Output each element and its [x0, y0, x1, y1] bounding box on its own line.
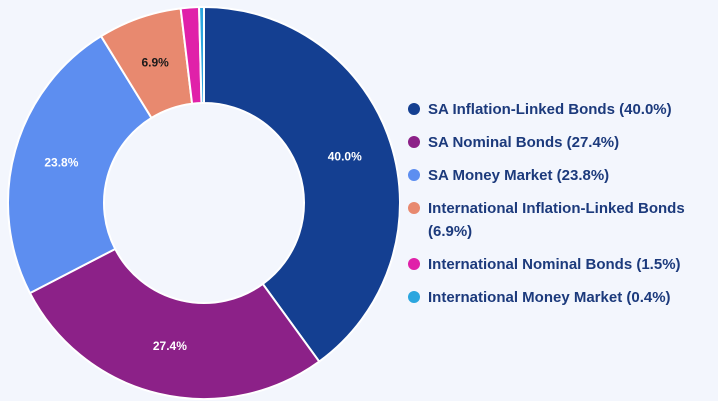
donut-slice [28, 247, 321, 400]
legend-item: International Nominal Bonds (1.5%) [408, 253, 708, 276]
donut-chart: 40.0% 27.4% 23.8% 6.9% [7, 5, 400, 400]
value-label: 27.4% [153, 339, 187, 353]
legend-dot [408, 202, 420, 214]
legend-dot [408, 169, 420, 181]
legend-item: SA Inflation-Linked Bonds (40.0%) [408, 98, 708, 121]
legend-dot [408, 103, 420, 115]
legend-label: International Nominal Bonds (1.5%) [428, 256, 681, 273]
legend-label: SA Inflation-Linked Bonds (40.0%) [428, 101, 672, 118]
donut-slice [203, 5, 400, 363]
legend-label: International Inflation-Linked Bonds (6.… [428, 200, 685, 240]
value-label: 23.8% [44, 156, 78, 170]
value-label: 40.0% [328, 149, 362, 163]
donut-slice [7, 34, 153, 295]
legend-item: International Inflation-Linked Bonds (6.… [408, 197, 708, 243]
legend: SA Inflation-Linked Bonds (40.0%) SA Nomi… [408, 98, 708, 309]
legend-dot [408, 258, 420, 270]
legend-label: SA Nominal Bonds (27.4%) [428, 134, 620, 151]
legend-item: SA Nominal Bonds (27.4%) [408, 131, 708, 154]
donut-slice [198, 5, 205, 105]
legend-dot [408, 291, 420, 303]
legend-item: SA Money Market (23.8%) [408, 164, 708, 187]
legend-label: SA Money Market (23.8%) [428, 167, 610, 184]
value-label: 6.9% [142, 55, 170, 69]
legend-item: International Money Market (0.4%) [408, 286, 708, 309]
legend-label: International Money Market (0.4%) [428, 289, 671, 306]
legend-dot [408, 136, 420, 148]
